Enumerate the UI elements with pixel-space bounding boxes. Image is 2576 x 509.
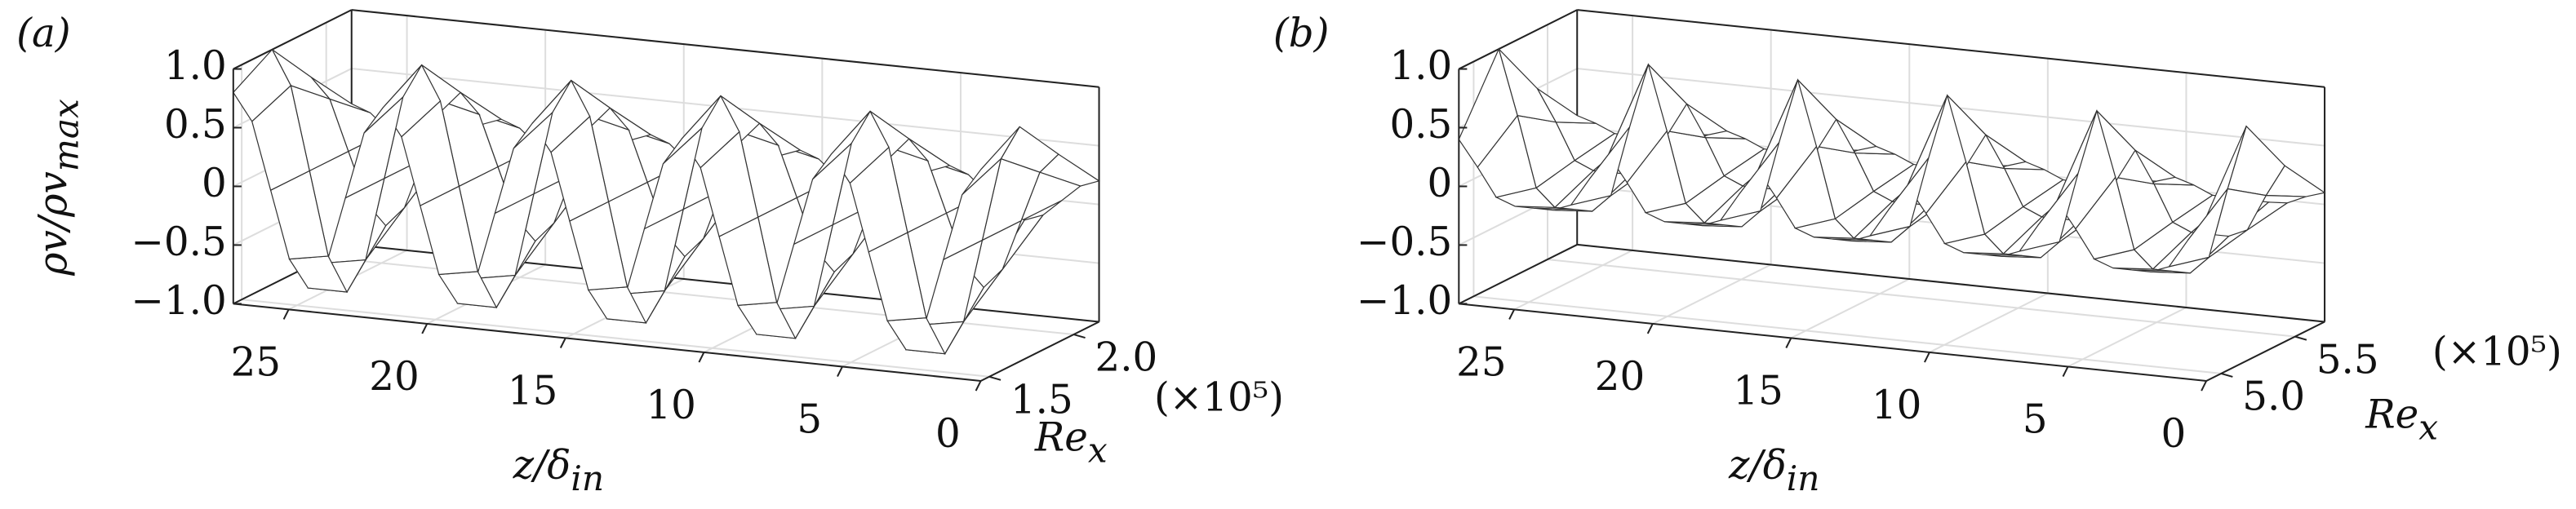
y-tick-label: 5.0 — [2242, 374, 2305, 420]
z-tick-label: −1.0 — [131, 278, 226, 324]
x-tick — [559, 337, 566, 348]
y-axis-label-sub: x — [1088, 431, 1108, 471]
x-tick — [837, 366, 843, 377]
z-axis-label: ρv/ρvmax — [30, 99, 87, 277]
y-tick-label: 2.0 — [1095, 335, 1157, 381]
axis-edge — [1577, 243, 2325, 323]
axis-edge — [233, 303, 981, 382]
z-tick-label: 0.5 — [1389, 102, 1452, 148]
x-tick-label: 20 — [369, 354, 419, 400]
y-tick — [988, 375, 1002, 381]
y-axis-multiplier: (×10⁵) — [1154, 375, 1284, 421]
x-tick — [698, 352, 705, 363]
x-tick — [1924, 352, 1930, 363]
y-axis-multiplier: (×10⁵) — [2432, 329, 2562, 374]
axis-edge — [980, 321, 1099, 382]
y-axis-label-main: Re — [1034, 414, 1088, 460]
y-axis-label: Rex — [1034, 414, 1108, 471]
x-tick — [421, 323, 429, 334]
x-tick-label: 10 — [646, 383, 695, 428]
x-axis-label-main: z/δ — [1728, 442, 1787, 488]
x-tick — [2062, 366, 2069, 377]
y-tick-label: 1.5 — [1010, 378, 1073, 423]
z-tick-label: 0 — [1428, 161, 1453, 206]
z-tick-label: 0.5 — [164, 102, 227, 148]
z-tick-label: −0.5 — [131, 219, 226, 265]
y-axis-label: Rex — [2365, 392, 2438, 448]
x-tick-label: 25 — [1456, 339, 1506, 385]
axis-edge — [1458, 244, 1578, 305]
panel-label: (b) — [1273, 11, 1330, 56]
axis-edge — [2205, 321, 2325, 382]
x-axis-label-sub: in — [571, 458, 604, 498]
y-tick-label: 5.5 — [2316, 337, 2379, 383]
x-tick-label: 25 — [231, 339, 281, 385]
axis-edge — [233, 9, 353, 70]
x-tick-label: 5 — [797, 396, 822, 442]
x-axis-label-main: z/δ — [513, 442, 571, 488]
y-tick — [2294, 335, 2307, 341]
y-tick — [1073, 334, 1086, 339]
surface-cell — [1458, 47, 1518, 168]
x-tick — [1646, 323, 1654, 334]
axis-edge — [1459, 303, 2207, 382]
x-tick — [1508, 308, 1516, 320]
axis-edge — [351, 9, 1099, 88]
x-tick-label: 5 — [2023, 396, 2048, 442]
axis-edge — [1577, 9, 2325, 88]
y-axis-label-sub: x — [2418, 407, 2438, 447]
z-axis-label-main: ρv/ρv — [30, 171, 76, 277]
x-tick-label: 10 — [1872, 383, 1921, 428]
x-tick — [1785, 337, 1792, 348]
x-tick — [282, 308, 290, 320]
x-axis-label-sub: in — [1787, 458, 1820, 498]
y-tick — [2220, 372, 2233, 378]
surface-cell — [233, 48, 292, 122]
x-tick-label: 0 — [2161, 411, 2187, 457]
x-axis-label: z/δin — [1728, 442, 1820, 498]
x-tick — [975, 380, 982, 392]
z-tick-label: −0.5 — [1357, 219, 1452, 265]
x-tick-label: 15 — [1733, 368, 1783, 414]
y-axis-label-main: Re — [2365, 392, 2418, 437]
x-tick-label: 0 — [935, 411, 961, 457]
z-tick-label: 0 — [202, 161, 227, 206]
z-tick-label: −1.0 — [1357, 278, 1452, 324]
x-tick-label: 20 — [1595, 354, 1645, 400]
panel-label: (a) — [16, 11, 70, 56]
x-tick — [2201, 380, 2208, 392]
axis-edge — [1458, 9, 1578, 70]
x-tick-label: 15 — [508, 368, 557, 414]
z-tick-label: 1.0 — [164, 43, 227, 89]
z-axis-label-sub: max — [47, 99, 87, 171]
x-axis-label: z/δin — [513, 442, 605, 498]
z-tick-label: 1.0 — [1389, 43, 1452, 89]
